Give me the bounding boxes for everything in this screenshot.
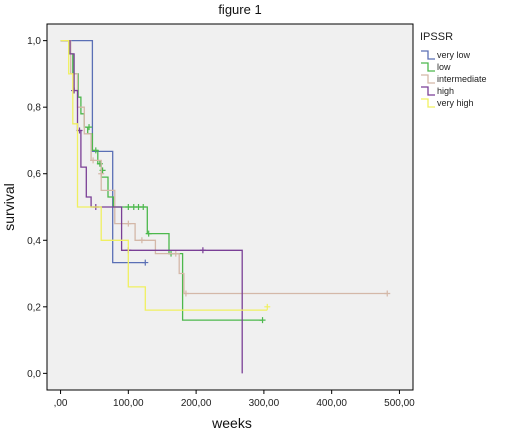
legend-items: very low low intermediate high very high: [421, 50, 487, 108]
censor-mark: [98, 170, 105, 177]
series-line-very-high: [60, 39, 268, 311]
x-axis-title: weeks: [211, 415, 252, 430]
censor-mark: [71, 87, 78, 94]
x-tick-label: 100,00: [113, 398, 144, 409]
legend-item-very-low: very low: [421, 50, 471, 60]
y-tick-label: 0,0: [27, 369, 41, 380]
legend-swatch: [421, 98, 435, 108]
series-intermediate: [60, 39, 391, 297]
legend-label: very high: [437, 98, 474, 108]
censor-mark: [172, 250, 179, 257]
legend-swatch: [421, 74, 435, 84]
censor-mark: [86, 124, 93, 131]
legend-swatch: [421, 50, 435, 60]
legend-swatch: [421, 62, 435, 72]
series-line-intermediate: [60, 39, 388, 295]
censor-mark: [138, 237, 145, 244]
legend-label: low: [437, 62, 451, 72]
y-tick-label: 0,6: [27, 169, 41, 180]
y-tick-label: 1,0: [27, 36, 41, 47]
censor-mark: [125, 220, 132, 227]
censor-mark: [259, 317, 266, 324]
censor-mark: [125, 204, 132, 210]
legend-item-high: high: [421, 86, 454, 96]
y-tick-label: 0,4: [27, 236, 41, 247]
x-tick-label: ,00: [54, 398, 68, 409]
censor-mark: [142, 259, 149, 266]
legend-label: intermediate: [437, 74, 487, 84]
censor-mark: [264, 303, 271, 310]
legend-swatch: [421, 86, 435, 96]
series-very-high: [60, 39, 271, 311]
y-axis-title: survival: [1, 183, 17, 230]
censor-mark: [96, 160, 103, 167]
legend: IPSSR very low low intermediate high very hi…: [420, 31, 487, 108]
censor-mark: [199, 247, 206, 254]
x-tick-label: 300,00: [249, 398, 280, 409]
censor-mark: [384, 290, 391, 297]
x-tick-label: 200,00: [181, 398, 212, 409]
legend-label: very low: [437, 50, 471, 60]
legend-label: high: [437, 86, 454, 96]
legend-title: IPSSR: [420, 31, 453, 43]
series-layer: [60, 39, 391, 374]
series-line-high: [60, 39, 243, 374]
x-tick-label: 500,00: [384, 398, 415, 409]
censor-mark: [140, 204, 147, 210]
censor-mark: [92, 147, 99, 154]
chart-title: figure 1: [218, 2, 261, 17]
censor-mark: [145, 230, 152, 237]
x-tick-label: 400,00: [316, 398, 347, 409]
legend-item-very-high: very high: [421, 98, 474, 108]
censor-mark: [182, 290, 189, 297]
censor-mark: [90, 157, 97, 164]
y-tick-label: 0,2: [27, 302, 41, 313]
y-tick-label: 0,8: [27, 103, 41, 114]
legend-item-low: low: [421, 62, 451, 72]
legend-item-intermediate: intermediate: [421, 74, 487, 84]
axes-layer: 0,0 0,2 0,4 0,6 0,8 1,0 ,00 100,00 200,00 300,00 4…: [27, 36, 415, 409]
